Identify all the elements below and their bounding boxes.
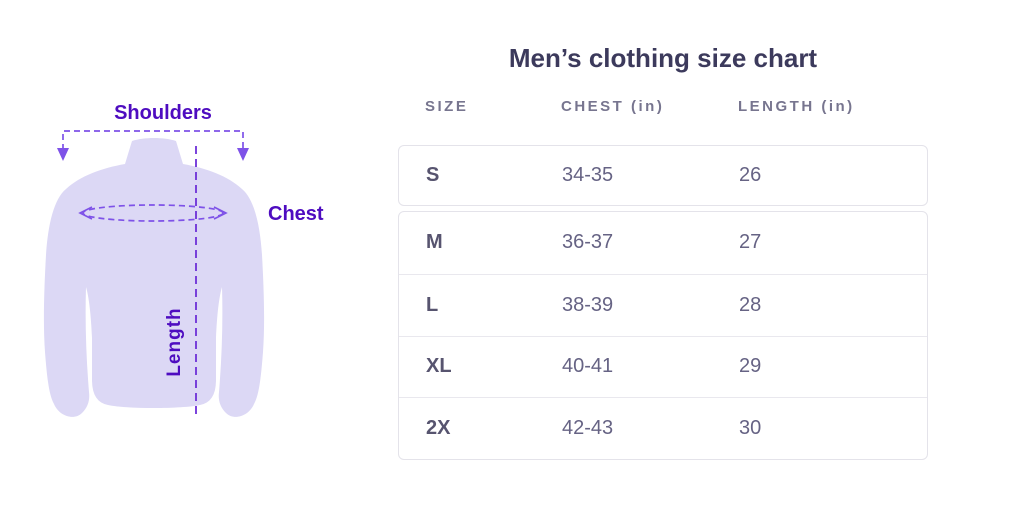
size-cell: M: [426, 231, 443, 254]
size-table-section: Men’s clothing size chart SIZE CHEST (in…: [398, 0, 928, 514]
chest-cell: 34-35: [562, 164, 614, 186]
chest-cell: 38-39: [562, 293, 614, 316]
chest-cell: 36-37: [562, 231, 614, 254]
table-header-row: SIZE CHEST (in) LENGTH (in): [398, 98, 928, 115]
length-cell: 28: [739, 293, 762, 316]
column-header-size: SIZE: [425, 98, 469, 115]
length-cell: 29: [739, 355, 762, 378]
chest-cell: 40-41: [562, 355, 614, 378]
table-box-s: S 34-35 26: [398, 145, 928, 206]
shoulders-arrow-right-icon: [237, 148, 249, 161]
chest-cell: 42-43: [562, 417, 614, 440]
shoulders-arrow-left-icon: [57, 148, 69, 161]
length-cell: 30: [739, 417, 762, 440]
chest-label: Chest: [268, 203, 324, 225]
chest-arrow-right-icon: [213, 206, 228, 220]
shirt-silhouette: [43, 138, 265, 417]
column-header-chest: CHEST (in): [561, 98, 665, 115]
table-row: 2X 42-43 30: [399, 397, 927, 459]
size-cell: 2X: [426, 417, 451, 440]
chest-arrow-left-icon: [78, 206, 93, 220]
table-row: XL 40-41 29: [399, 335, 927, 398]
table-box-main: M 36-37 27 L 38-39 28 XL 40-41 29 2X 42-…: [398, 211, 928, 460]
shirt-measurement-diagram: Shoulders Chest Length: [43, 102, 324, 417]
shoulders-label: Shoulders: [114, 102, 212, 124]
column-header-length: LENGTH (in): [738, 98, 855, 115]
table-row: S 34-35 26: [399, 146, 927, 205]
size-cell: L: [426, 293, 439, 316]
size-cell: XL: [426, 355, 452, 378]
size-cell: S: [426, 164, 440, 186]
page-title: Men’s clothing size chart: [508, 43, 818, 73]
table-row: L 38-39 28: [399, 273, 927, 336]
length-label: Length: [164, 307, 185, 376]
length-cell: 27: [739, 231, 762, 254]
length-cell: 26: [739, 164, 762, 186]
chest-ellipse: [82, 204, 224, 222]
table-row: M 36-37 27: [399, 212, 927, 274]
